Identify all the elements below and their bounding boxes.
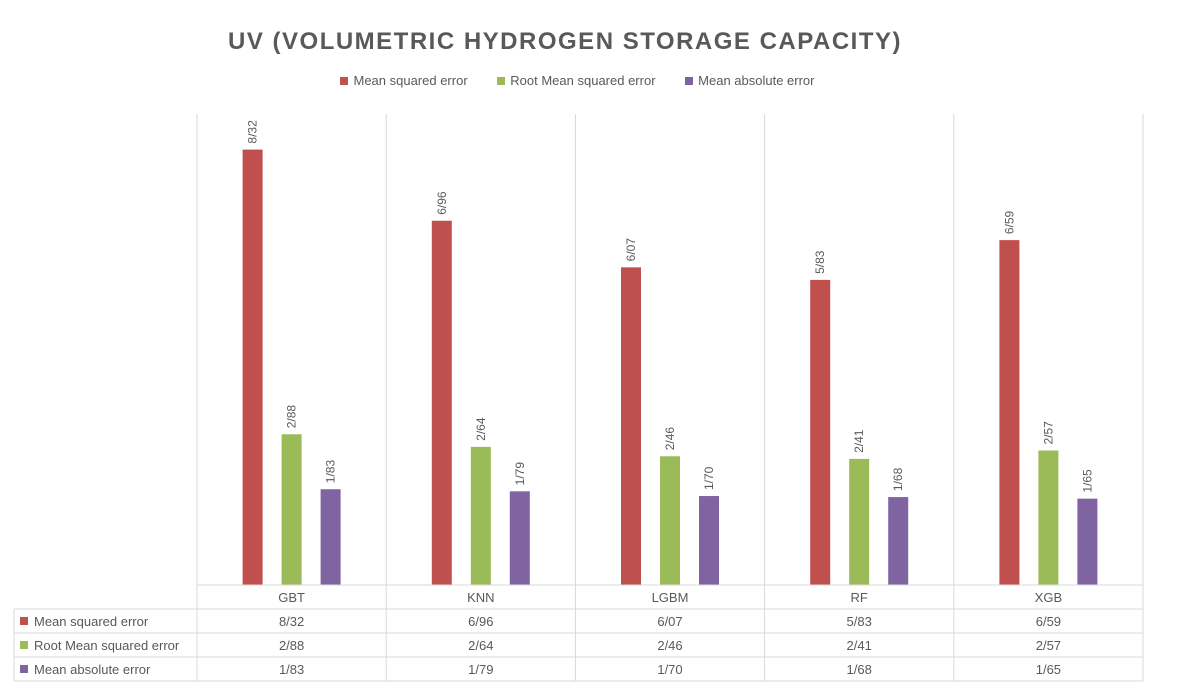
table-cell: 2/88 (279, 638, 304, 653)
legend-swatch-rmse (497, 77, 506, 85)
bar (509, 491, 530, 585)
table-row-label: Mean absolute error (34, 662, 151, 677)
data-label: 6/96 (435, 191, 449, 215)
bar (1038, 450, 1059, 585)
table-cell: 1/68 (847, 662, 872, 677)
data-label: 1/79 (513, 462, 527, 486)
table-cell: 2/57 (1036, 638, 1061, 653)
bar (470, 446, 491, 585)
bar (431, 220, 452, 585)
data-label: 2/64 (474, 417, 488, 441)
chart-title: UV (VOLUMETRIC HYDROGEN STORAGE CAPACITY… (228, 28, 902, 55)
data-label: 2/41 (852, 429, 866, 453)
table-row-label: Mean squared error (34, 614, 149, 629)
legend-item-rmse: Root Mean squared error (497, 73, 656, 88)
data-label: 5/83 (813, 250, 827, 274)
legend-label-rmse: Root Mean squared error (510, 73, 656, 88)
legend-swatch-mae (685, 77, 694, 85)
data-label: 1/83 (324, 460, 338, 484)
x-tick-label: KNN (467, 590, 494, 605)
legend-item-mse: Mean squared error (340, 73, 468, 88)
bar (660, 456, 680, 585)
data-label: 2/88 (285, 405, 299, 429)
table-cell: 1/65 (1036, 662, 1061, 677)
bar (621, 267, 641, 585)
x-tick-label: XGB (1035, 590, 1062, 605)
bar (699, 496, 719, 585)
table-cell: 5/83 (847, 614, 872, 629)
table-cell: 8/32 (279, 614, 304, 629)
bar (320, 489, 341, 585)
data-label: 1/68 (891, 467, 905, 491)
table-legend-swatch (20, 617, 28, 625)
data-label: 8/32 (246, 120, 260, 144)
table-cell: 6/96 (468, 614, 493, 629)
data-label: 1/65 (1080, 469, 1094, 493)
x-tick-label: RF (851, 590, 868, 605)
table-cell: 1/79 (468, 662, 493, 677)
bar (281, 434, 302, 585)
legend-item-mae: Mean absolute error (685, 73, 815, 88)
table-legend-swatch (20, 665, 28, 673)
bar (1077, 498, 1098, 585)
data-label: 2/46 (663, 427, 677, 451)
bar (242, 149, 263, 585)
data-label: 1/70 (702, 466, 716, 490)
table-cell: 2/41 (847, 638, 872, 653)
table-cell: 6/07 (657, 614, 682, 629)
table-row-label: Root Mean squared error (34, 638, 180, 653)
legend: Mean squared error Root Mean squared err… (0, 73, 1155, 88)
table-legend-swatch (20, 641, 28, 649)
bar (888, 497, 909, 585)
data-label: 6/07 (624, 238, 638, 262)
table-cell: 1/83 (279, 662, 304, 677)
data-label: 6/59 (1002, 210, 1016, 234)
bar (999, 240, 1020, 585)
x-tick-label: GBT (278, 590, 305, 605)
legend-label-mse: Mean squared error (353, 73, 468, 88)
table-cell: 2/46 (657, 638, 682, 653)
legend-swatch-mse (340, 77, 349, 85)
data-label: 2/57 (1041, 421, 1055, 445)
legend-label-mae: Mean absolute error (698, 73, 815, 88)
bar (849, 458, 870, 585)
bar (810, 279, 831, 585)
table-cell: 1/70 (657, 662, 682, 677)
table-cell: 6/59 (1036, 614, 1061, 629)
x-tick-label: LGBM (652, 590, 689, 605)
table-cell: 2/64 (468, 638, 493, 653)
